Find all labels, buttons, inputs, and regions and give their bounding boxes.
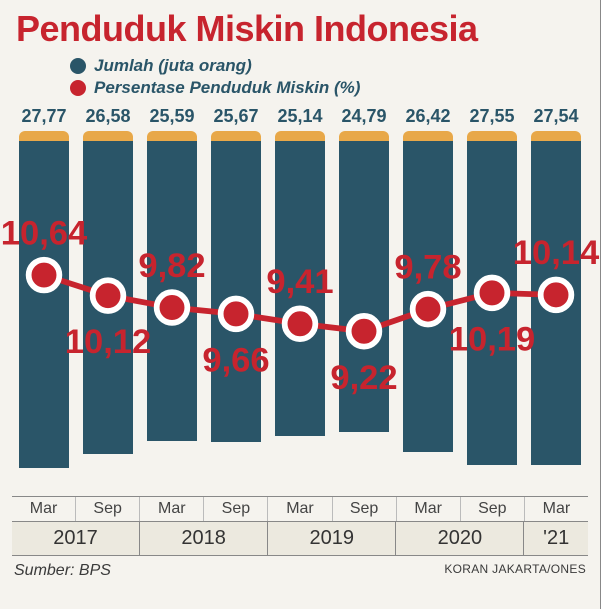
bar-container: 27,77 26,58 25,59 25,67 25,14 24,79 26,42 27,55… — [12, 106, 588, 496]
bar-body — [83, 141, 133, 454]
bar — [531, 131, 581, 465]
bar-body — [211, 141, 261, 442]
bar-group: 25,14 — [268, 106, 332, 496]
bar — [83, 131, 133, 454]
month-row: MarSepMarSepMarSepMarSepMar — [12, 496, 588, 521]
bar-cap — [19, 131, 69, 141]
month-label: Sep — [333, 497, 397, 521]
month-label: Mar — [12, 497, 76, 521]
year-label: 2020 — [396, 522, 524, 555]
x-axis: MarSepMarSepMarSepMarSepMar 201720182019… — [12, 496, 588, 556]
legend-item: Jumlah (juta orang) — [70, 56, 600, 76]
legend-item: Persentase Penduduk Miskin (%) — [70, 78, 600, 98]
bar-value-label: 26,58 — [85, 106, 130, 127]
bar-value-label: 26,42 — [405, 106, 450, 127]
legend-label: Persentase Penduduk Miskin (%) — [94, 78, 360, 98]
bar-group: 25,67 — [204, 106, 268, 496]
bar-cap — [339, 131, 389, 141]
year-label: 2019 — [268, 522, 396, 555]
month-label: Mar — [140, 497, 204, 521]
bar-value-label: 27,55 — [469, 106, 514, 127]
bar-body — [275, 141, 325, 436]
bar — [147, 131, 197, 441]
chart-title: Penduduk Miskin Indonesia — [0, 0, 600, 54]
bar-group: 24,79 — [332, 106, 396, 496]
bar-group: 27,54 — [524, 106, 588, 496]
bar — [19, 131, 69, 468]
bar-body — [531, 141, 581, 465]
bar-body — [147, 141, 197, 441]
bar-cap — [531, 131, 581, 141]
bar — [403, 131, 453, 452]
credit-label: KORAN JAKARTA/ONES — [444, 562, 586, 580]
footer: Sumber: BPS KORAN JAKARTA/ONES — [0, 556, 600, 580]
bar-value-label: 24,79 — [341, 106, 386, 127]
legend-label: Jumlah (juta orang) — [94, 56, 252, 76]
bar-body — [467, 141, 517, 465]
chart-area: 27,77 26,58 25,59 25,67 25,14 24,79 26,42 27,55… — [12, 106, 588, 496]
month-label: Sep — [76, 497, 140, 521]
year-label: '21 — [524, 522, 588, 555]
year-row: 2017201820192020'21 — [12, 521, 588, 556]
bar — [467, 131, 517, 465]
bar-cap — [147, 131, 197, 141]
line-series-icon — [70, 80, 86, 96]
bar-group: 27,77 — [12, 106, 76, 496]
month-label: Mar — [397, 497, 461, 521]
bar-value-label: 25,14 — [277, 106, 322, 127]
bar-value-label: 27,54 — [533, 106, 578, 127]
year-label: 2017 — [12, 522, 140, 555]
bar-cap — [403, 131, 453, 141]
month-label: Mar — [525, 497, 588, 521]
bar-group: 26,58 — [76, 106, 140, 496]
bar — [211, 131, 261, 442]
month-label: Sep — [461, 497, 525, 521]
bar-cap — [211, 131, 261, 141]
bar-body — [403, 141, 453, 452]
bar-group: 26,42 — [396, 106, 460, 496]
bar-value-label: 25,67 — [213, 106, 258, 127]
bar-group: 25,59 — [140, 106, 204, 496]
bar — [275, 131, 325, 436]
legend: Jumlah (juta orang)Persentase Penduduk M… — [0, 56, 600, 98]
bar-group: 27,55 — [460, 106, 524, 496]
bar-cap — [467, 131, 517, 141]
month-label: Sep — [204, 497, 268, 521]
bar-series-icon — [70, 58, 86, 74]
bar-cap — [275, 131, 325, 141]
bar-cap — [83, 131, 133, 141]
bar-body — [339, 141, 389, 432]
year-label: 2018 — [140, 522, 268, 555]
bar-body — [19, 141, 69, 468]
bar-value-label: 25,59 — [149, 106, 194, 127]
month-label: Mar — [268, 497, 332, 521]
bar — [339, 131, 389, 432]
bar-value-label: 27,77 — [21, 106, 66, 127]
source-label: Sumber: BPS — [14, 562, 111, 580]
